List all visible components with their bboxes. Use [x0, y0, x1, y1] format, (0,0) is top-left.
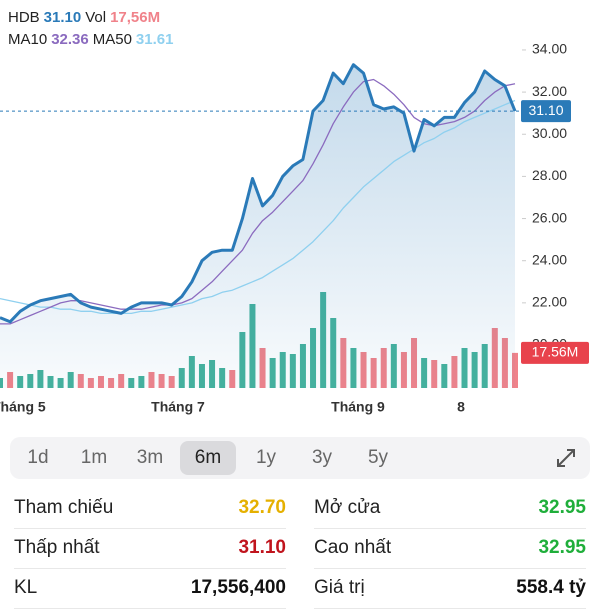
range-tab[interactable]: 3y: [311, 447, 333, 468]
header-vol_label: Vol: [85, 9, 106, 26]
header-ma50: 31.61: [136, 31, 174, 48]
x-label: Tháng 5: [0, 399, 46, 415]
header-vol: 17,56M: [110, 9, 160, 26]
stat-value: 32.95: [538, 497, 586, 518]
chart: HDB31.10Vol17,56MMA1032.36MA5031.6120.00…: [0, 9, 589, 415]
stat-label: Cao nhất: [314, 537, 392, 558]
stats-row: KL 17,556,400 Giá trị 558.4 tỷ: [14, 568, 586, 609]
last-volume-label: 17.56M: [532, 344, 579, 360]
last-price-box: [521, 100, 571, 123]
y-tick-label: 34.00: [532, 41, 567, 57]
line-2: [0, 99, 516, 315]
x-label: 8: [457, 399, 465, 415]
last-price-label: 31.10: [528, 102, 563, 118]
y-tick-label: 22.00: [532, 294, 567, 310]
stats-row: Tham chiếu 32.70 Mở cửa 32.95: [14, 488, 586, 529]
range-tab[interactable]: 6m: [180, 441, 236, 475]
stat: Tham chiếu 32.70: [14, 488, 286, 529]
stat-label: Thấp nhất: [14, 537, 100, 558]
stat: Cao nhất 32.95: [314, 528, 586, 569]
y-tick-label: 30.00: [532, 125, 567, 141]
line-1: [0, 78, 516, 325]
expand-icon[interactable]: [554, 446, 578, 470]
x-label: Tháng 7: [151, 399, 205, 415]
range-tab[interactable]: 1y: [255, 447, 277, 468]
stat: Mở cửa 32.95: [314, 488, 586, 529]
stat: KL 17,556,400: [14, 568, 286, 609]
y-tick-label: 28.00: [532, 167, 567, 183]
stats-row: Thấp nhất 31.10 Cao nhất 32.95: [14, 528, 586, 569]
range-tabs: 1d 1m 3m 6m 1y 3y 5y: [10, 437, 590, 479]
stat: Thấp nhất 31.10: [14, 528, 286, 569]
stat-label: KL: [14, 577, 38, 598]
stat-label: Tham chiếu: [14, 497, 114, 518]
header: HDB 31.10 Vol 17,56M: [8, 9, 160, 26]
stat-value: 17,556,400: [190, 577, 286, 598]
y-tick-label: 26.00: [532, 209, 567, 225]
y-tick-label: 24.00: [532, 251, 567, 267]
stat-value: 558.4 tỷ: [516, 577, 586, 598]
line-0: [0, 63, 517, 324]
stat-label: Mở cửa: [314, 497, 381, 518]
x-label: Tháng 9: [331, 399, 385, 415]
header-ma10: 32.36: [51, 31, 89, 48]
stat-value: 31.10: [238, 537, 286, 558]
header-ma50_label: MA50: [93, 31, 132, 48]
range-tab[interactable]: 5y: [367, 447, 389, 468]
header-symbol: HDB: [8, 9, 40, 26]
header: MA10 32.36 MA50 31.61: [8, 31, 173, 48]
stat-value: 32.70: [238, 497, 286, 518]
range-tab[interactable]: 1m: [80, 447, 108, 468]
stat-label: Giá trị: [314, 577, 365, 598]
range-tab[interactable]: 3m: [136, 447, 164, 468]
header-price: 31.10: [44, 9, 82, 26]
header-ma10_label: MA10: [8, 31, 47, 48]
stat: Giá trị 558.4 tỷ: [314, 568, 586, 609]
last-volume-box: [521, 341, 589, 364]
stat-value: 32.95: [538, 537, 586, 558]
range-tab[interactable]: 1d: [27, 447, 49, 468]
y-tick-label: 32.00: [532, 83, 567, 99]
